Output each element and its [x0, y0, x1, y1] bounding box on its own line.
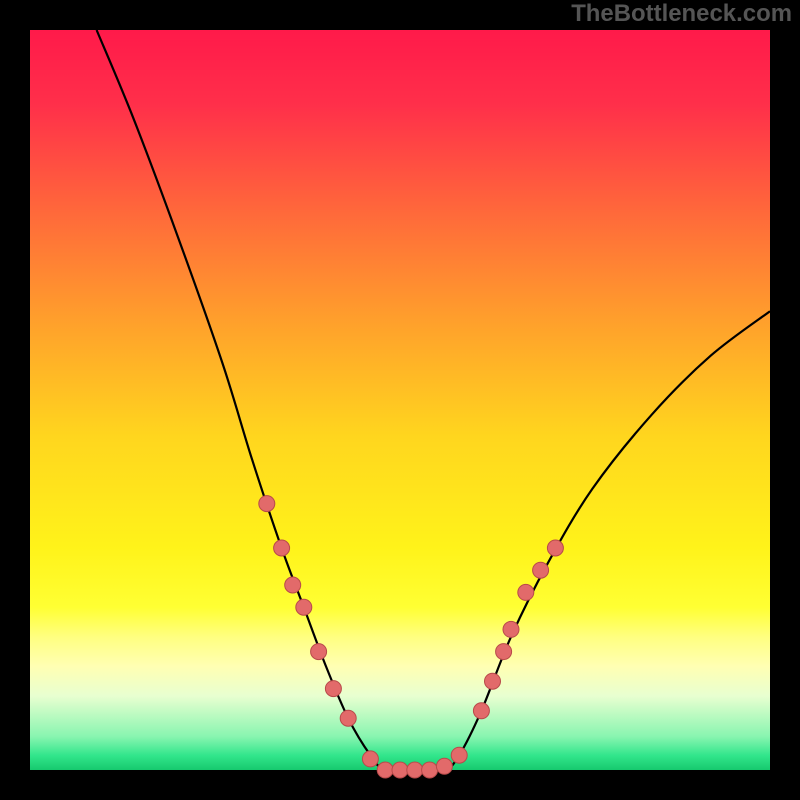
marker-bottom-5: [436, 758, 452, 774]
marker-left-2: [285, 577, 301, 593]
marker-left-6: [340, 710, 356, 726]
chart-svg: [0, 0, 800, 800]
marker-right-6: [533, 562, 549, 578]
chart-container: TheBottleneck.com: [0, 0, 800, 800]
marker-left-1: [274, 540, 290, 556]
marker-right-7: [547, 540, 563, 556]
marker-right-4: [503, 621, 519, 637]
marker-right-2: [485, 673, 501, 689]
marker-left-4: [311, 644, 327, 660]
marker-bottom-1: [377, 762, 393, 778]
marker-right-3: [496, 644, 512, 660]
watermark-text: TheBottleneck.com: [571, 0, 792, 28]
marker-right-1: [473, 703, 489, 719]
marker-bottom-3: [407, 762, 423, 778]
marker-bottom-2: [392, 762, 408, 778]
marker-bottom-0: [362, 751, 378, 767]
marker-left-3: [296, 599, 312, 615]
marker-left-5: [325, 681, 341, 697]
plot-background-gradient: [30, 30, 770, 770]
marker-right-0: [451, 747, 467, 763]
marker-bottom-4: [422, 762, 438, 778]
marker-right-5: [518, 584, 534, 600]
marker-left-0: [259, 496, 275, 512]
